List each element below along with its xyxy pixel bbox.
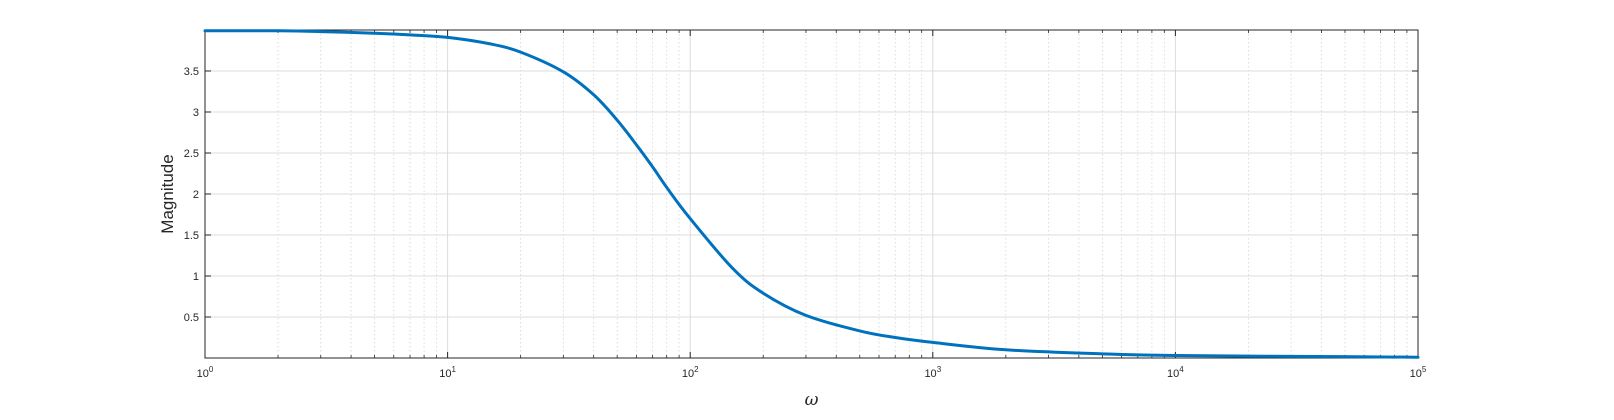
y-axis-label: Magnitude bbox=[158, 154, 177, 233]
grid bbox=[204, 30, 1419, 358]
series-layer bbox=[203, 29, 1420, 359]
x-tick-label: 103 bbox=[924, 365, 941, 380]
x-axis-label: ω bbox=[805, 390, 819, 410]
y-tick-label: 1 bbox=[193, 271, 199, 283]
y-tick-label: 2 bbox=[193, 189, 199, 201]
x-tick-label: 100 bbox=[197, 365, 214, 380]
y-tick-label: 3.5 bbox=[184, 66, 199, 78]
x-tick-label: 104 bbox=[1167, 365, 1184, 380]
y-tick-label: 1.5 bbox=[184, 230, 199, 242]
y-tick-label: 2.5 bbox=[184, 148, 199, 160]
y-tick-label: 3 bbox=[193, 107, 199, 119]
y-tick-label: 0.5 bbox=[184, 312, 199, 324]
x-tick-labels: 100 101 102 103 104 105 bbox=[197, 365, 1427, 380]
x-tick-label: 105 bbox=[1410, 365, 1427, 380]
magnitude-curve bbox=[203, 29, 1420, 359]
x-tick-label: 101 bbox=[439, 365, 456, 380]
y-tick-labels: 0.5 1 1.5 2 2.5 3 3.5 bbox=[184, 66, 199, 324]
x-tick-label: 102 bbox=[682, 365, 699, 380]
